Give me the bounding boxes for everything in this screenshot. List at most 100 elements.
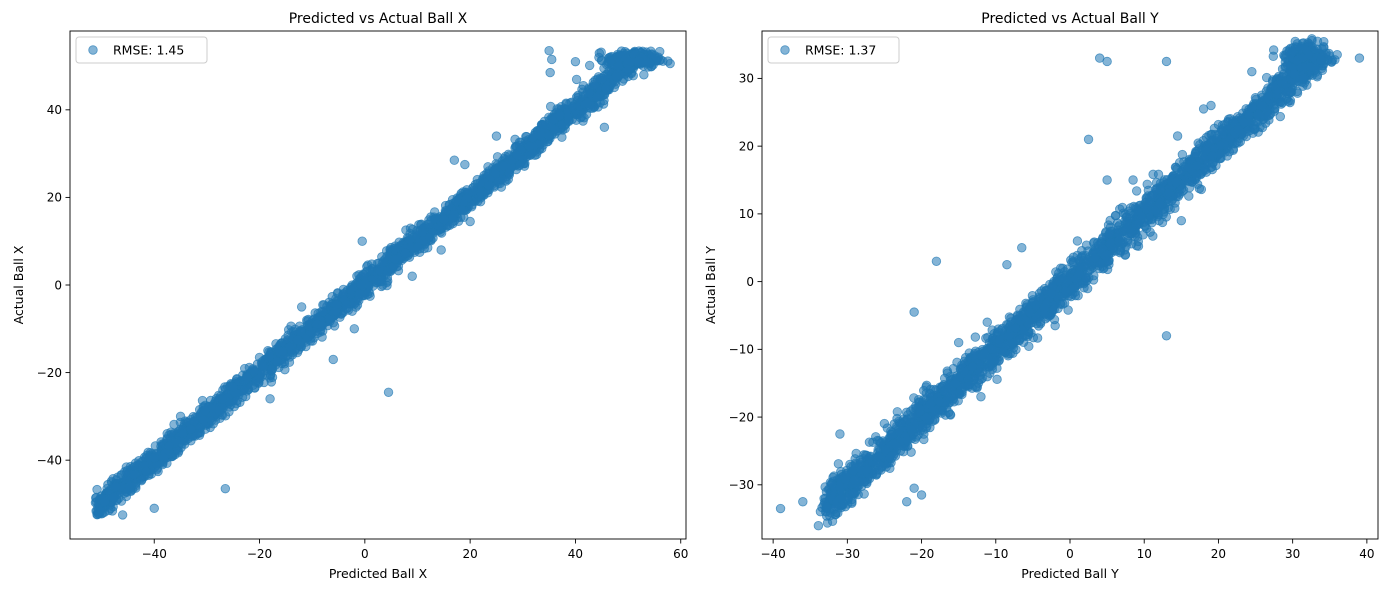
outlier-point	[383, 387, 394, 397]
data-point	[424, 232, 435, 243]
outlier-point	[175, 411, 186, 422]
data-point	[111, 481, 121, 492]
data-point	[447, 213, 458, 224]
outlier-point	[149, 503, 159, 514]
outlier-point	[545, 67, 555, 78]
data-point	[390, 254, 400, 265]
data-point	[597, 73, 607, 84]
data-point	[356, 279, 366, 290]
data-point	[346, 285, 356, 295]
data-point	[271, 339, 281, 349]
data-point	[240, 391, 251, 402]
data-point	[512, 150, 522, 160]
data-point	[457, 205, 467, 215]
data-point	[589, 79, 599, 90]
data-point	[500, 175, 510, 185]
data-point	[594, 52, 604, 63]
data-point	[214, 405, 224, 416]
data-point	[1131, 186, 1142, 196]
data-point	[162, 458, 172, 469]
data-point	[1275, 111, 1285, 122]
outlier-point	[328, 354, 338, 365]
outlier-point	[460, 159, 470, 170]
outlier-point	[639, 70, 649, 80]
legend: RMSE: 1.45	[75, 36, 208, 64]
data-point	[519, 161, 530, 171]
data-point	[1063, 305, 1073, 315]
data-point	[525, 141, 535, 152]
legend-box	[75, 36, 208, 64]
data-point	[833, 459, 844, 469]
data-point	[318, 306, 328, 317]
data-point	[1285, 97, 1295, 108]
data-point	[217, 394, 228, 404]
outlier-point	[357, 236, 367, 246]
y-axis-label: Actual Ball X	[11, 245, 26, 324]
x-tick-label: −20	[247, 547, 272, 561]
data-point	[623, 56, 633, 66]
data-point	[277, 346, 288, 357]
data-point	[510, 134, 520, 145]
outlier-point	[449, 155, 460, 165]
data-point	[232, 395, 242, 406]
x-tick-label: 60	[673, 547, 688, 561]
data-point	[550, 124, 560, 135]
data-point	[352, 294, 363, 305]
y-tick-label: −20	[37, 366, 62, 380]
data-point	[548, 115, 559, 125]
data-point	[1153, 169, 1164, 180]
data-point	[592, 92, 602, 103]
data-point	[92, 484, 102, 495]
data-point	[206, 415, 217, 426]
x-tick-label: 20	[462, 547, 477, 561]
x-tick-label: 40	[568, 547, 583, 561]
data-point	[164, 441, 175, 451]
outlier-point	[491, 131, 502, 141]
data-point	[404, 235, 414, 245]
data-point	[283, 325, 294, 335]
y-tick-label: 0	[54, 278, 62, 292]
data-point	[468, 183, 478, 193]
data-point	[329, 321, 340, 331]
x-tick-label: 0	[361, 547, 369, 561]
data-point	[186, 424, 196, 435]
data-point	[296, 327, 306, 337]
data-point	[324, 314, 335, 325]
data-point	[96, 506, 106, 516]
data-point	[331, 299, 342, 310]
data-point	[400, 248, 410, 258]
data-point	[906, 447, 916, 457]
data-point	[500, 151, 511, 162]
outlier-point	[465, 216, 475, 227]
data-point	[228, 382, 238, 393]
data-point	[412, 241, 423, 252]
data-point	[91, 492, 102, 503]
data-point	[490, 169, 501, 179]
data-point	[571, 74, 582, 85]
data-point	[327, 291, 337, 302]
data-point	[178, 429, 188, 439]
data-point	[1028, 332, 1039, 343]
data-point	[121, 462, 132, 472]
outlier-point	[296, 302, 307, 312]
data-point	[412, 225, 422, 236]
data-point	[272, 356, 283, 367]
data-point	[426, 216, 436, 226]
data-point	[636, 57, 646, 68]
data-point	[499, 161, 509, 171]
data-point	[390, 243, 401, 253]
outlier-point	[149, 453, 159, 463]
data-point	[1142, 179, 1152, 189]
outlier-point	[544, 46, 554, 56]
data-point	[377, 257, 388, 268]
data-point	[611, 71, 621, 82]
y-tick-label: 40	[47, 103, 62, 117]
data-point	[484, 180, 494, 191]
data-point	[970, 332, 981, 342]
y-tick-label: −40	[37, 453, 62, 467]
outlier-point	[318, 326, 328, 336]
data-point	[492, 152, 503, 162]
data-point	[99, 497, 110, 507]
